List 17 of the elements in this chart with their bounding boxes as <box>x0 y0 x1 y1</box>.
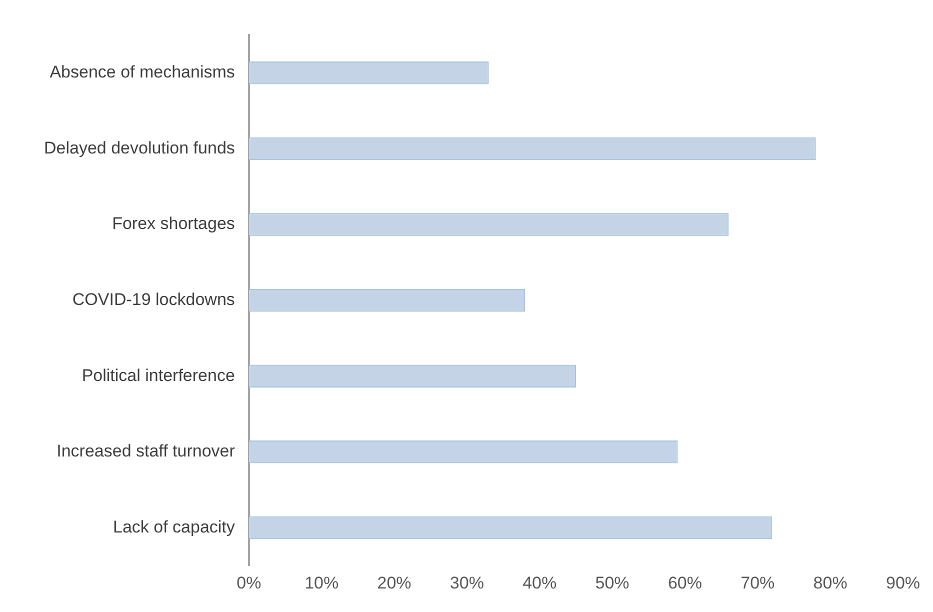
x-tick-label: 50% <box>595 573 630 592</box>
x-tick-label: 20% <box>377 573 412 592</box>
x-tick-label: 10% <box>304 573 339 592</box>
y-tick-label: Lack of capacity <box>113 517 236 536</box>
x-tick-label: 70% <box>740 573 775 592</box>
x-tick-label: 80% <box>813 573 848 592</box>
y-tick-label: Delayed devolution funds <box>44 138 235 158</box>
y-tick-label: Increased staff turnover <box>56 442 236 461</box>
x-tick-label: 30% <box>450 573 484 592</box>
y-tick-label: Absence of mechanisms <box>50 62 235 82</box>
y-tick-label: Forex shortages <box>112 214 235 234</box>
x-tick-label: 40% <box>522 573 557 592</box>
y-tick-label: Political interference <box>82 366 235 385</box>
x-tick-label: 90% <box>886 573 920 592</box>
x-tick-label: 60% <box>668 573 702 592</box>
y-tick-label: COVID-19 lockdowns <box>72 290 235 309</box>
x-tick-label: 0% <box>236 573 262 592</box>
